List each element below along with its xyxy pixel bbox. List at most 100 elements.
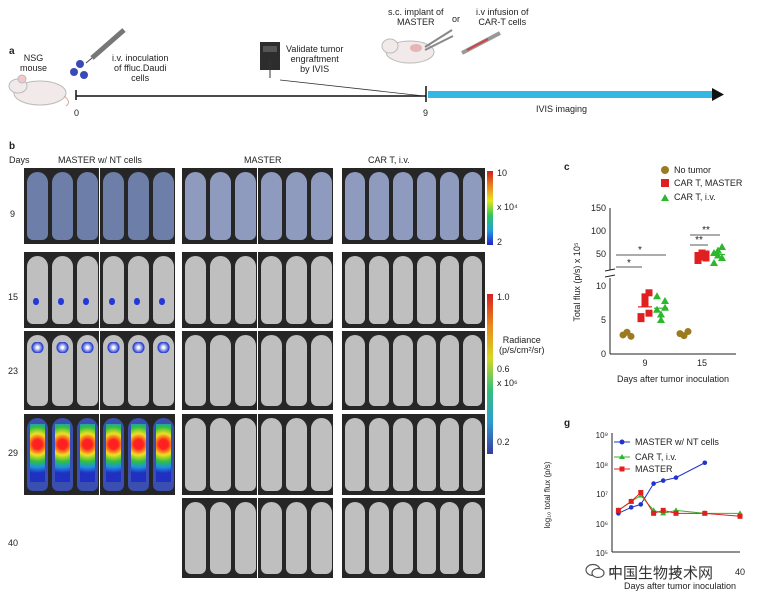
- point-car-t-i-v--day15: [718, 243, 726, 250]
- ivis-image-r3-g1-b2: [100, 331, 175, 410]
- scale2-max: 1.0: [497, 292, 510, 302]
- legend-no-tumor-text: No tumor: [674, 165, 711, 175]
- g-y-tick-6: 10⁶: [596, 520, 608, 529]
- g-y-axis-label: log₁₀ total flux (p/s): [543, 461, 552, 528]
- ivis-image-r4-g1-b1: [24, 414, 99, 495]
- point-car-t-i-v--day9: [657, 310, 665, 318]
- imaging-label: IVIS imaging: [536, 104, 588, 114]
- series-2-point-5: [673, 510, 679, 516]
- g-legend-iv-marker: [619, 454, 625, 459]
- mouse-silhouette: [463, 502, 482, 574]
- bioluminescence-signal: [106, 342, 121, 354]
- ivis-image-r2-g2-b1: [182, 252, 257, 328]
- y-axis-label: Total flux (p/s) x 10⁵: [572, 242, 582, 322]
- mouse-silhouette: [345, 172, 365, 240]
- group-title-cart-iv: CAR T, i.v.: [368, 155, 410, 165]
- x-tick-15: 15: [697, 358, 707, 368]
- mouse-silhouette: [235, 502, 256, 574]
- x-axis-label: Days after tumor inoculation: [617, 374, 729, 384]
- bioluminescence-signal: [83, 298, 89, 305]
- mouse-silhouette: [27, 335, 48, 406]
- x-tick-9: 9: [642, 358, 647, 368]
- point-car-t-master-day9: [641, 293, 649, 301]
- point-car-t-i-v--day15: [714, 246, 722, 254]
- day9-label: 9: [423, 108, 429, 118]
- mouse-silhouette: [27, 256, 48, 324]
- panel-a-diagram: [8, 28, 724, 107]
- mouse-silhouette: [417, 335, 436, 406]
- sig-star-4: **: [695, 235, 703, 246]
- sig-star-1: *: [638, 245, 642, 256]
- series-0-point-3: [651, 481, 656, 486]
- mouse-silhouette: [185, 256, 206, 324]
- point-car-t-i-v--day15: [710, 259, 718, 266]
- ivis-image-r4-g2-b2: [258, 414, 333, 495]
- ivis-image-r1-g2-b2: [258, 168, 333, 244]
- mouse-silhouette: [311, 335, 332, 406]
- series-2-point-7: [737, 513, 743, 519]
- ivis-image-r5-g2-b1: [182, 498, 257, 578]
- bioluminescence-signal: [131, 342, 146, 354]
- mouse-silhouette: [463, 418, 482, 491]
- bioluminescence-signal: [156, 342, 171, 354]
- day-label-15: 15: [8, 292, 19, 302]
- bioluminescence-signal: [58, 298, 64, 305]
- syringe-icon: [85, 28, 126, 64]
- ivis-image-r1-g3-b2: [414, 168, 485, 244]
- ivis-image-r1-g1-b2: [100, 168, 175, 244]
- bioluminescence-signal: [131, 423, 146, 483]
- bioluminescence-signal: [30, 342, 45, 354]
- y-tick-150: 150: [591, 203, 606, 213]
- mouse-silhouette: [185, 502, 206, 574]
- day-label-29: 29: [8, 448, 19, 458]
- mouse-silhouette: [369, 335, 389, 406]
- mouse-silhouette: [128, 418, 149, 491]
- g-x-axis-label: Days after tumor inoculation: [624, 581, 736, 591]
- mouse-silhouette: [153, 172, 174, 240]
- mouse-silhouette: [311, 256, 332, 324]
- series-0-point-6: [702, 460, 708, 466]
- mouse-silhouette: [286, 502, 307, 574]
- y-tick-0: 0: [601, 349, 606, 359]
- point-car-t-master-day15: [694, 252, 702, 259]
- bioluminescence-signal: [80, 342, 95, 354]
- ivis-image-r3-g3-b1: [342, 331, 414, 410]
- series-0-point-1: [628, 505, 634, 510]
- ivis-image-r2-g3-b2: [414, 252, 485, 328]
- mouse-silhouette: [440, 256, 459, 324]
- mouse-silhouette: [261, 172, 282, 240]
- mouse-silhouette: [286, 172, 307, 240]
- treated-mouse-icon: [381, 38, 435, 64]
- panel-g-label: g: [564, 418, 571, 429]
- ivis-image-r3-g2-b2: [258, 331, 333, 410]
- bioluminescence-signal: [80, 423, 95, 483]
- mouse-silhouette: [463, 335, 482, 406]
- group-title-nt: MASTER w/ NT cells: [58, 155, 142, 165]
- mouse-silhouette: [210, 418, 231, 491]
- mouse-silhouette: [77, 418, 98, 491]
- wechat-logo-icon: [585, 563, 605, 579]
- day-label-40: 40: [8, 538, 19, 548]
- ivis-image-r1-g1-b1: [24, 168, 99, 244]
- bioluminescence-signal: [134, 298, 140, 305]
- ivis-image-r2-g3-b1: [342, 252, 414, 328]
- scale1-min: 2: [497, 237, 503, 247]
- mouse-silhouette: [235, 335, 256, 406]
- g-legend-iv-text: CAR T, i.v.: [635, 452, 677, 462]
- series-line-1: [618, 494, 740, 514]
- panel-c-label: c: [564, 162, 570, 173]
- mouse-silhouette: [440, 172, 459, 240]
- watermark-text: 中国生物技术网: [608, 564, 714, 582]
- series-2-point-2: [638, 490, 644, 495]
- mouse-silhouette: [128, 256, 149, 324]
- scale2-title: Radiance (p/s/cm²/sr): [499, 335, 545, 355]
- mouse-silhouette: [52, 172, 73, 240]
- mouse-silhouette: [103, 335, 124, 406]
- mouse-silhouette: [235, 418, 256, 491]
- point-car-t-master-day15: [694, 257, 702, 264]
- g-y-tick-5: 10⁵: [596, 549, 608, 558]
- bioluminescence-signal: [156, 423, 171, 483]
- implant-label: s.c. implant of MASTER: [388, 7, 444, 27]
- mouse-silhouette: [393, 335, 413, 406]
- mouse-silhouette: [369, 256, 389, 324]
